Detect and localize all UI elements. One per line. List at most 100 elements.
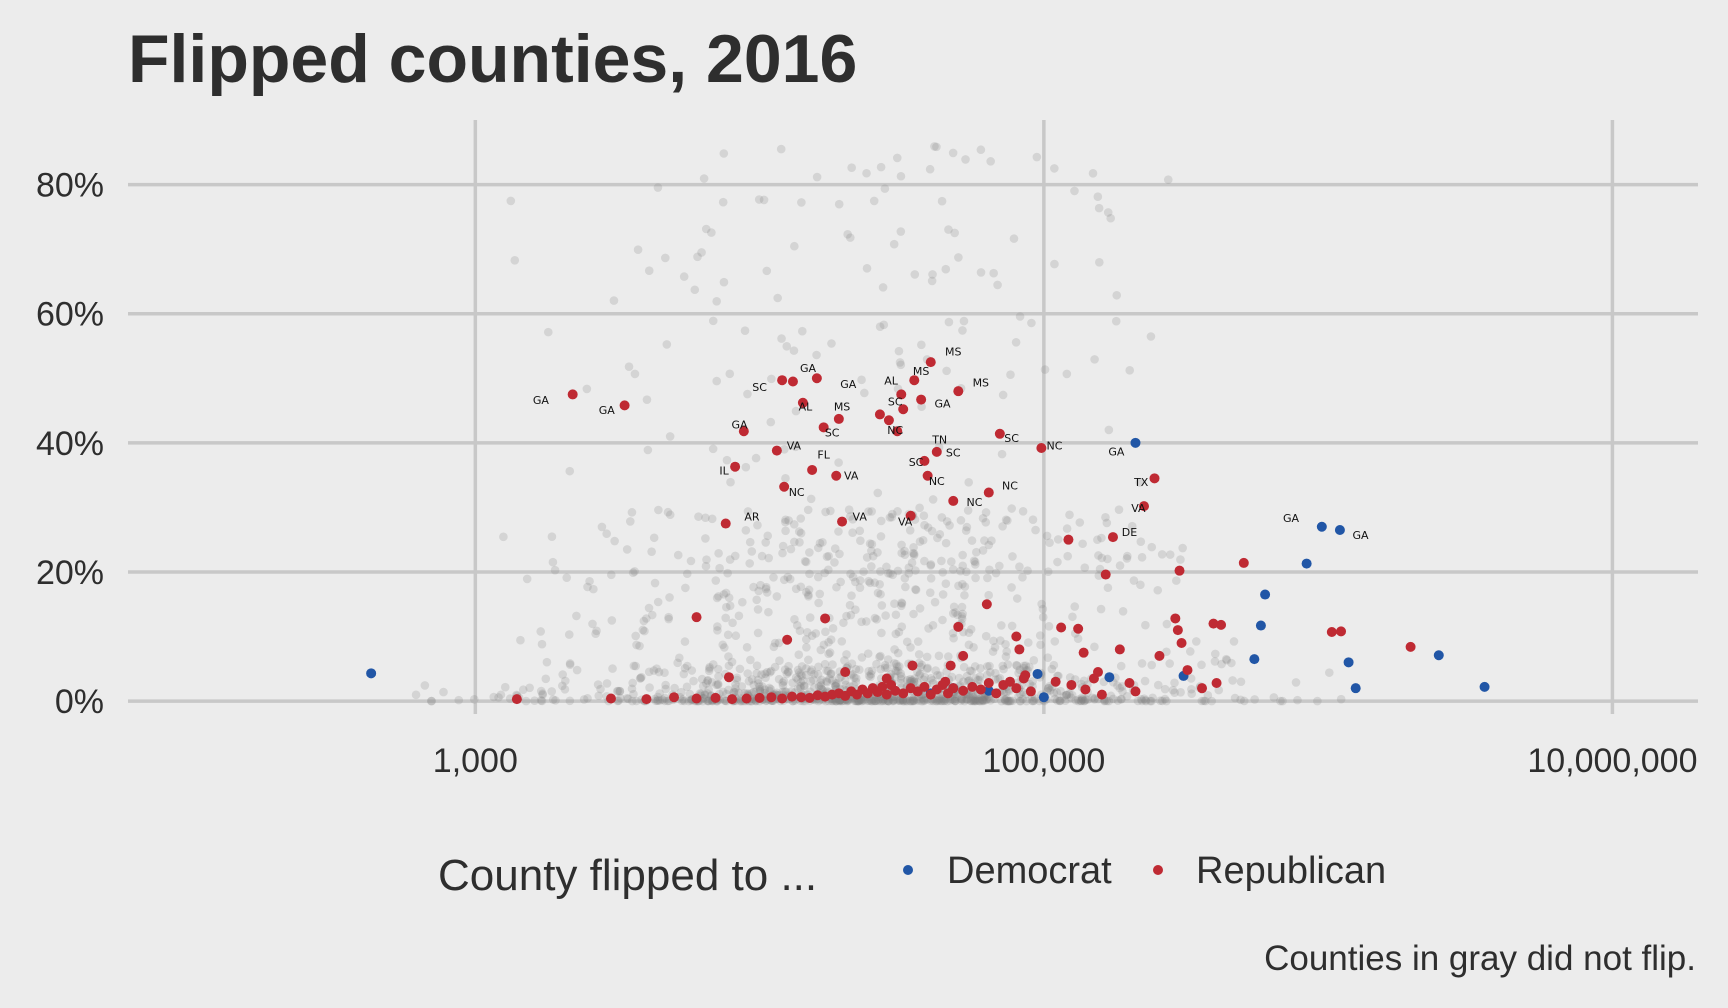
non-flipped-county-point xyxy=(713,664,723,674)
non-flipped-county-point xyxy=(542,657,552,667)
non-flipped-county-point xyxy=(840,676,850,685)
non-flipped-county-point xyxy=(608,664,617,673)
non-flipped-county-point xyxy=(870,578,880,588)
non-flipped-county-point xyxy=(680,637,690,646)
non-flipped-county-point xyxy=(894,346,904,356)
non-flipped-county-point xyxy=(900,546,909,556)
non-flipped-county-point xyxy=(780,665,790,674)
non-flipped-county-point xyxy=(948,565,958,574)
non-flipped-county-point xyxy=(1043,653,1053,662)
non-flipped-county-point xyxy=(869,696,879,706)
non-flipped-county-point xyxy=(846,610,856,620)
non-flipped-county-point xyxy=(976,268,986,277)
non-flipped-county-point xyxy=(942,517,952,526)
non-flipped-county-point xyxy=(1139,694,1149,703)
non-flipped-county-point xyxy=(1062,690,1071,700)
non-flipped-county-point xyxy=(703,689,712,698)
republican-flip-point xyxy=(1172,625,1183,636)
non-flipped-county-point xyxy=(848,669,857,679)
non-flipped-county-point xyxy=(633,245,643,254)
non-flipped-county-point xyxy=(801,670,811,680)
non-flipped-county-point xyxy=(741,462,751,472)
non-flipped-county-point xyxy=(675,653,684,663)
non-flipped-county-point xyxy=(920,672,930,682)
non-flipped-county-point xyxy=(905,696,915,706)
non-flipped-county-point xyxy=(857,375,866,385)
non-flipped-county-point xyxy=(893,696,902,705)
state-label: AR xyxy=(744,510,760,523)
non-flipped-county-point xyxy=(622,545,632,554)
non-flipped-county-point xyxy=(866,696,876,706)
non-flipped-county-point xyxy=(1060,696,1070,706)
non-flipped-county-point xyxy=(644,667,654,677)
non-flipped-county-point xyxy=(880,663,890,672)
non-flipped-county-point xyxy=(816,645,826,655)
republican-flip-point xyxy=(909,375,920,386)
non-flipped-county-point xyxy=(680,663,690,673)
non-flipped-county-point xyxy=(924,624,933,633)
non-flipped-county-point xyxy=(888,570,898,580)
non-flipped-county-point xyxy=(1269,693,1279,702)
non-flipped-county-point xyxy=(877,601,887,610)
non-flipped-county-point xyxy=(962,522,972,532)
non-flipped-county-point xyxy=(1079,696,1089,706)
non-flipped-county-point xyxy=(610,536,619,546)
non-flipped-county-point xyxy=(774,674,784,684)
non-flipped-county-point xyxy=(792,621,802,630)
non-flipped-county-point xyxy=(561,676,570,686)
non-flipped-county-point xyxy=(867,562,876,571)
non-flipped-county-point xyxy=(989,636,998,646)
non-flipped-county-point xyxy=(857,653,867,662)
non-flipped-county-point xyxy=(915,537,925,546)
non-flipped-county-point xyxy=(944,317,954,327)
non-flipped-county-point xyxy=(801,557,811,567)
non-flipped-county-point xyxy=(654,505,663,515)
non-flipped-county-point xyxy=(868,695,878,704)
non-flipped-county-point xyxy=(813,543,823,553)
non-flipped-county-point xyxy=(952,692,962,702)
republican-flip-point xyxy=(1011,683,1022,694)
non-flipped-county-point xyxy=(823,666,833,676)
non-flipped-county-point xyxy=(719,590,729,599)
republican-flip-point xyxy=(925,357,936,368)
non-flipped-county-point xyxy=(909,549,919,559)
non-flipped-county-point xyxy=(988,647,998,656)
non-flipped-county-point xyxy=(848,572,858,582)
non-flipped-county-point xyxy=(957,614,967,624)
non-flipped-county-point xyxy=(803,505,813,515)
republican-flip-point xyxy=(837,516,848,527)
non-flipped-county-point xyxy=(820,659,830,669)
non-flipped-county-point xyxy=(1135,478,1145,487)
non-flipped-county-point xyxy=(897,598,906,607)
non-flipped-county-point xyxy=(909,609,918,619)
non-flipped-county-point xyxy=(939,696,949,706)
non-flipped-county-point xyxy=(757,670,766,679)
non-flipped-county-point xyxy=(950,228,959,238)
non-flipped-county-point xyxy=(911,566,920,575)
non-flipped-county-point xyxy=(1053,535,1063,544)
republican-flip-point xyxy=(1036,442,1047,453)
non-flipped-county-point xyxy=(986,668,995,677)
non-flipped-county-point xyxy=(1055,696,1065,706)
non-flipped-county-point xyxy=(796,528,806,538)
non-flipped-county-point xyxy=(916,662,926,672)
non-flipped-county-point xyxy=(796,683,805,693)
republican-flip-point xyxy=(981,599,992,610)
non-flipped-county-point xyxy=(932,696,942,706)
state-label: NC xyxy=(1002,479,1018,492)
non-flipped-county-point xyxy=(1093,192,1103,202)
chart-title: Flipped counties, 2016 xyxy=(128,21,857,97)
republican-flip-point xyxy=(1208,618,1219,629)
non-flipped-county-point xyxy=(664,612,673,622)
non-flipped-county-point xyxy=(1103,583,1113,593)
non-flipped-county-point xyxy=(681,583,690,593)
non-flipped-county-point xyxy=(1325,668,1334,677)
non-flipped-county-point xyxy=(653,696,663,705)
non-flipped-county-point xyxy=(747,547,757,556)
non-flipped-county-point xyxy=(722,602,731,612)
non-flipped-county-point xyxy=(745,537,755,547)
legend-marker-republican xyxy=(1153,865,1163,875)
non-flipped-county-point xyxy=(1014,692,1023,701)
non-flipped-county-point xyxy=(1097,553,1107,563)
non-flipped-county-point xyxy=(991,668,1000,678)
